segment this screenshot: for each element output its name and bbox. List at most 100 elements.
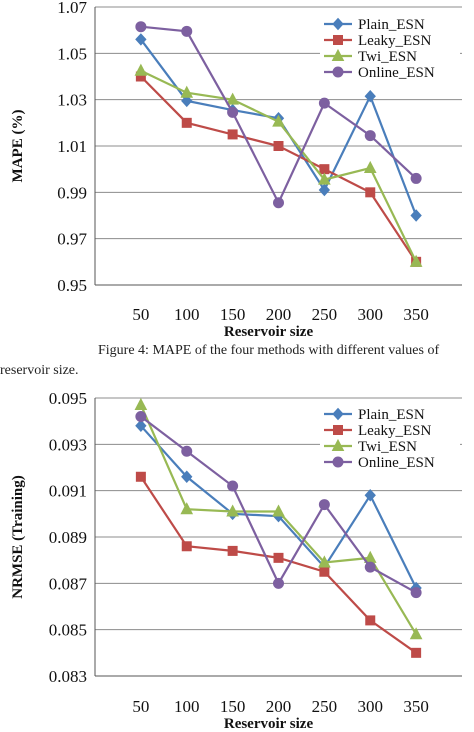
y-tick-label: 0.093: [49, 435, 87, 454]
legend-label: Plain_ESN: [358, 407, 425, 423]
y-tick-label: 0.083: [49, 667, 87, 686]
data-point: [272, 504, 285, 517]
legend-swatch-marker: [331, 48, 345, 61]
x-tick-label: 100: [174, 697, 200, 716]
data-point: [410, 587, 422, 599]
legend-label: Online_ESN: [358, 65, 435, 81]
y-tick-label: 1.05: [57, 44, 87, 63]
data-point: [181, 94, 193, 108]
data-point: [227, 545, 238, 556]
legend-label: Plain_ESN: [358, 17, 425, 33]
y-tick-label: 1.03: [57, 91, 87, 110]
data-point: [319, 164, 330, 175]
data-point: [319, 566, 330, 577]
data-point: [180, 85, 194, 98]
data-point: [364, 489, 376, 502]
data-point: [318, 183, 331, 197]
y-tick-label: 0.091: [49, 482, 87, 501]
x-tick-label: 350: [403, 305, 429, 324]
data-point: [318, 555, 331, 568]
x-tick-label: 100: [174, 305, 200, 324]
data-point: [135, 21, 147, 33]
data-point: [226, 92, 239, 105]
data-point: [134, 63, 148, 76]
data-point: [409, 254, 423, 267]
series-leaky-esn: [135, 471, 422, 658]
x-tick-label: 250: [312, 697, 338, 716]
series-leaky-esn: [135, 71, 422, 267]
y-tick-label: 0.99: [57, 183, 87, 202]
y-tick-label: 0.087: [49, 574, 88, 593]
data-point: [410, 209, 422, 222]
data-point: [181, 541, 192, 552]
data-point: [363, 160, 377, 174]
legend-swatch-marker: [333, 35, 343, 45]
data-point: [181, 25, 193, 37]
y-tick-label: 0.085: [49, 621, 87, 640]
data-point: [364, 561, 376, 573]
x-tick-label: 250: [312, 305, 338, 324]
y-tick-label: 1.01: [57, 137, 87, 156]
data-point: [411, 647, 422, 658]
x-tick-label: 350: [403, 697, 429, 716]
legend-swatch-marker: [331, 438, 345, 451]
data-point: [135, 411, 147, 423]
data-point: [135, 419, 147, 433]
figure-caption-line-1: Figure 4: MAPE of the four methods with …: [98, 343, 440, 358]
data-point: [180, 502, 194, 515]
y-tick-label: 0.95: [57, 276, 87, 295]
figure-caption-line-2: reservoir size.: [0, 363, 79, 378]
x-tick-label: 300: [358, 305, 384, 324]
legend-label: Online_ESN: [358, 455, 435, 471]
x-tick-label: 200: [266, 697, 292, 716]
data-point: [364, 89, 376, 103]
y-tick-label: 0.095: [49, 389, 87, 408]
data-point: [365, 187, 376, 198]
data-point: [181, 117, 192, 128]
legend-label: Leaky_ESN: [358, 423, 431, 439]
data-point: [227, 106, 239, 118]
x-tick-label: 300: [358, 697, 384, 716]
data-point: [273, 577, 284, 589]
data-point: [364, 130, 376, 142]
legend-swatch-marker: [332, 407, 344, 421]
x-tick-label: 200: [266, 305, 292, 324]
y-tick-label: 0.089: [49, 528, 87, 547]
data-point: [227, 480, 239, 492]
legend-label: Leaky_ESN: [358, 33, 431, 49]
data-point: [318, 172, 331, 185]
x-axis-title: Reservoir size: [224, 716, 314, 732]
data-point: [272, 114, 285, 127]
data-point: [135, 33, 147, 46]
data-point: [273, 552, 284, 563]
data-point: [134, 397, 148, 410]
data-point: [318, 97, 330, 109]
x-tick-label: 50: [132, 305, 149, 324]
series-twi-esn: [134, 63, 423, 267]
y-tick-label: 1.07: [57, 0, 87, 17]
data-point: [226, 504, 239, 517]
data-point: [181, 445, 193, 457]
legend-swatch-marker: [332, 17, 344, 31]
series-line: [140, 75, 418, 263]
series-online-esn: [135, 411, 422, 599]
data-point: [135, 471, 146, 482]
data-point: [318, 499, 330, 511]
x-axis-title: Reservoir size: [224, 324, 314, 340]
data-point: [273, 141, 284, 151]
x-tick-label: 150: [220, 305, 246, 324]
chart-2: 0.083 0.085 0.087 0.089 0.091 0.093 0.095 50 100…: [10, 389, 462, 732]
data-point: [181, 470, 193, 484]
data-point: [409, 627, 423, 640]
legend-label: Twi_ESN: [358, 49, 417, 65]
x-tick-label: 50: [132, 697, 149, 716]
data-point: [365, 615, 376, 626]
data-point: [227, 129, 238, 140]
y-axis-title: MAPE (%): [10, 110, 26, 183]
series-twi-esn: [134, 397, 423, 640]
legend-swatch-marker: [332, 66, 344, 78]
data-point: [410, 172, 422, 184]
